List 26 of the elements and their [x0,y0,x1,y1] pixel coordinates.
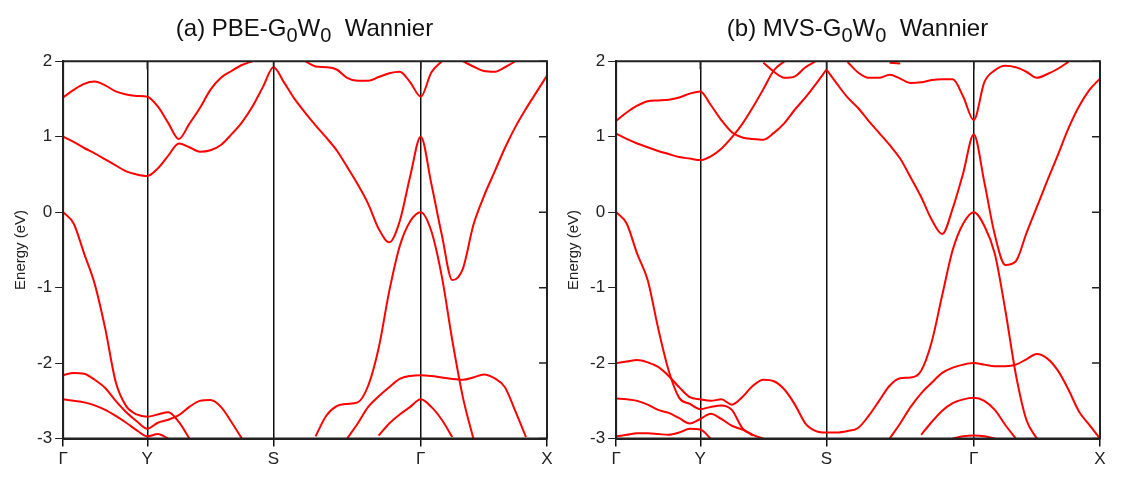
x-tick-label: X [1094,449,1106,469]
y-tick-label: 1 [42,126,53,146]
y-tick-label: 0 [595,201,606,221]
y-tick-label: 2 [42,50,53,70]
x-tick-label: Y [694,449,706,469]
chart-title: (b) MVS-G$_{0}$W$_{0}$ Wannier [725,13,990,48]
x-tick-label: Γ [969,449,979,469]
y-tick-label: -2 [589,352,606,372]
x-tick-label: S [267,449,280,469]
y-tick-label: 0 [42,201,53,221]
x-tick-label: S [820,449,833,469]
y-tick-label: -1 [36,277,53,297]
y-tick-label: -1 [589,277,606,297]
x-tick-label: X [541,449,553,469]
y-tick-label: -3 [36,428,53,448]
x-tick-label: Γ [58,449,68,469]
y-axis-title: Energy (eV) [11,209,29,290]
chart-title: (a) PBE-G$_{0}$W$_{0}$ Wannier [174,13,435,48]
x-tick-label: Γ [611,449,621,469]
y-tick-label: 2 [595,50,606,70]
y-tick-label: -2 [36,352,53,372]
y-tick-label: -3 [589,428,606,448]
y-tick-label: 1 [595,126,606,146]
y-axis-title: Energy (eV) [564,209,582,290]
x-tick-label: Γ [416,449,426,469]
x-tick-label: Y [141,449,153,469]
